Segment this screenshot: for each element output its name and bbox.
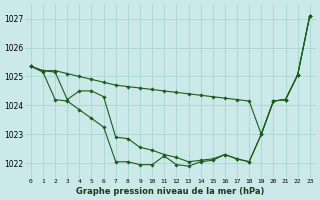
X-axis label: Graphe pression niveau de la mer (hPa): Graphe pression niveau de la mer (hPa) bbox=[76, 187, 265, 196]
